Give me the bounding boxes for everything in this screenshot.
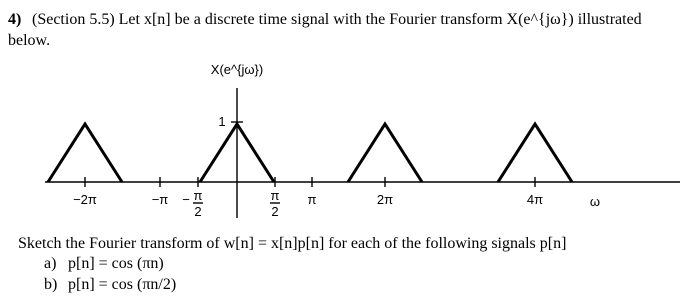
tick-label: 2π <box>377 192 393 207</box>
triangle <box>198 121 276 183</box>
tick-label: −π <box>152 192 169 207</box>
y-label: X(e^{jω}) <box>211 62 263 77</box>
peak-label: 1 <box>218 114 225 129</box>
item-marker: a) <box>44 255 56 272</box>
item-marker: b) <box>44 276 57 293</box>
problem-line: below. <box>8 32 50 49</box>
triangle <box>496 121 574 183</box>
tick-label: 4π <box>527 192 543 207</box>
tick-label: −2π <box>73 192 97 207</box>
tick-den: 2 <box>271 204 278 219</box>
tick-sign: − <box>182 192 190 207</box>
triangle <box>346 121 424 183</box>
triangle <box>46 121 124 183</box>
tick-label: π <box>308 192 317 207</box>
tick-num: π <box>271 188 280 203</box>
item-text: p[n] = cos (πn) <box>68 255 164 272</box>
tick-den: 2 <box>194 204 201 219</box>
question: Sketch the Fourier transform of w[n] = x… <box>18 235 566 252</box>
axis-label: ω <box>590 194 600 209</box>
tick-num: π <box>194 188 203 203</box>
problem-number: 4) <box>8 11 21 28</box>
item-text: p[n] = cos (πn/2) <box>68 276 176 293</box>
problem-line: (Section 5.5) Let x[n] be a discrete tim… <box>32 11 642 28</box>
